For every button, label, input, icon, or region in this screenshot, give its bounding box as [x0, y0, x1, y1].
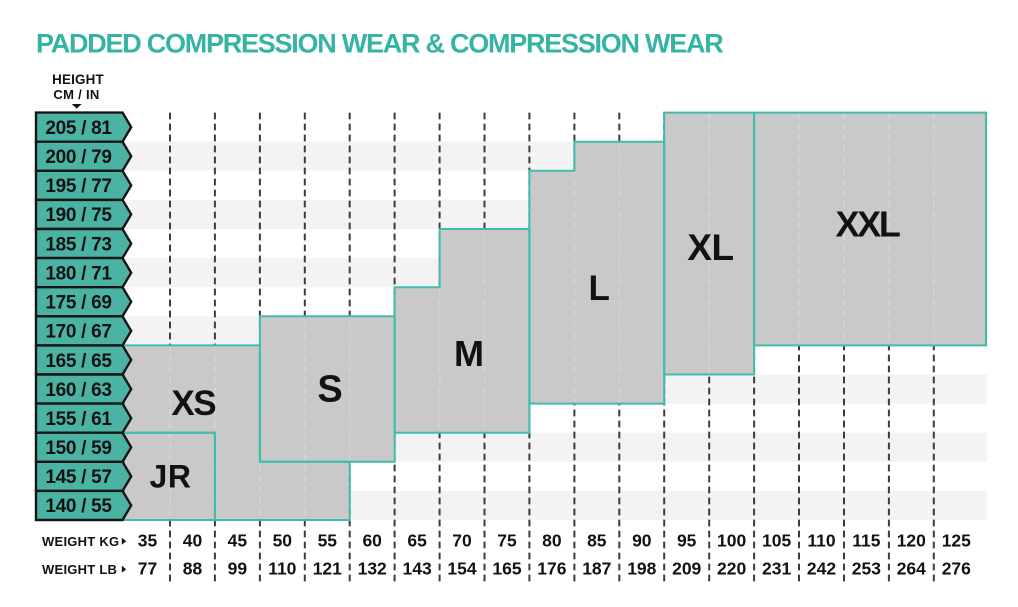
- svg-text:88: 88: [183, 559, 203, 579]
- svg-text:154: 154: [447, 559, 476, 579]
- svg-text:80: 80: [542, 530, 562, 550]
- svg-text:200 / 79: 200 / 79: [45, 147, 111, 168]
- svg-text:XL: XL: [687, 227, 733, 268]
- svg-text:HEIGHT: HEIGHT: [52, 72, 104, 87]
- svg-text:145 / 57: 145 / 57: [45, 467, 111, 488]
- svg-text:264: 264: [897, 559, 926, 579]
- svg-text:85: 85: [587, 530, 607, 550]
- svg-text:220: 220: [717, 559, 746, 579]
- svg-text:70: 70: [452, 530, 472, 550]
- svg-text:140 / 55: 140 / 55: [45, 496, 112, 517]
- svg-text:WEIGHT LB: WEIGHT LB: [42, 562, 117, 577]
- svg-text:45: 45: [228, 530, 248, 550]
- svg-text:185 / 73: 185 / 73: [45, 234, 111, 255]
- svg-text:175 / 69: 175 / 69: [45, 293, 111, 314]
- svg-text:253: 253: [852, 559, 881, 579]
- svg-text:165 / 65: 165 / 65: [45, 351, 112, 372]
- svg-text:231: 231: [762, 559, 791, 579]
- svg-text:132: 132: [358, 559, 387, 579]
- svg-text:95: 95: [677, 530, 697, 550]
- svg-text:125: 125: [942, 530, 971, 550]
- svg-text:165: 165: [492, 559, 521, 579]
- svg-text:77: 77: [138, 559, 157, 579]
- svg-text:75: 75: [497, 530, 517, 550]
- svg-text:100: 100: [717, 530, 746, 550]
- svg-text:115: 115: [852, 530, 880, 550]
- svg-text:187: 187: [582, 559, 611, 579]
- svg-text:242: 242: [807, 559, 836, 579]
- svg-text:160 / 63: 160 / 63: [45, 380, 111, 401]
- svg-text:S: S: [317, 368, 342, 410]
- svg-text:PADDED COMPRESSION WEAR & COMP: PADDED COMPRESSION WEAR & COMPRESSION WE…: [36, 29, 723, 59]
- svg-text:155 / 61: 155 / 61: [45, 409, 112, 430]
- svg-text:150 / 59: 150 / 59: [45, 438, 111, 459]
- svg-text:XXL: XXL: [835, 203, 899, 244]
- svg-text:60: 60: [362, 530, 382, 550]
- svg-text:CM / IN: CM / IN: [53, 87, 99, 102]
- svg-text:143: 143: [402, 559, 431, 579]
- svg-text:XS: XS: [171, 384, 215, 423]
- svg-text:180 / 71: 180 / 71: [45, 264, 112, 285]
- svg-text:55: 55: [318, 530, 338, 550]
- svg-text:90: 90: [632, 530, 652, 550]
- svg-text:276: 276: [942, 559, 971, 579]
- svg-text:40: 40: [183, 530, 203, 550]
- svg-text:65: 65: [407, 530, 427, 550]
- svg-text:121: 121: [313, 559, 342, 579]
- svg-text:M: M: [454, 333, 484, 374]
- svg-text:110: 110: [807, 530, 835, 550]
- svg-text:JR: JR: [150, 458, 192, 494]
- svg-text:209: 209: [672, 559, 701, 579]
- svg-text:105: 105: [762, 530, 791, 550]
- svg-text:50: 50: [273, 530, 293, 550]
- svg-text:170 / 67: 170 / 67: [45, 322, 111, 343]
- svg-text:198: 198: [627, 559, 656, 579]
- svg-text:L: L: [589, 269, 610, 308]
- svg-text:WEIGHT KG: WEIGHT KG: [42, 534, 119, 549]
- svg-text:205 / 81: 205 / 81: [45, 118, 112, 139]
- svg-text:35: 35: [138, 530, 158, 550]
- svg-text:99: 99: [228, 559, 248, 579]
- svg-text:176: 176: [537, 559, 566, 579]
- svg-text:190 / 75: 190 / 75: [45, 205, 112, 226]
- svg-text:195 / 77: 195 / 77: [45, 176, 111, 197]
- svg-text:120: 120: [897, 530, 926, 550]
- svg-text:110: 110: [268, 559, 296, 579]
